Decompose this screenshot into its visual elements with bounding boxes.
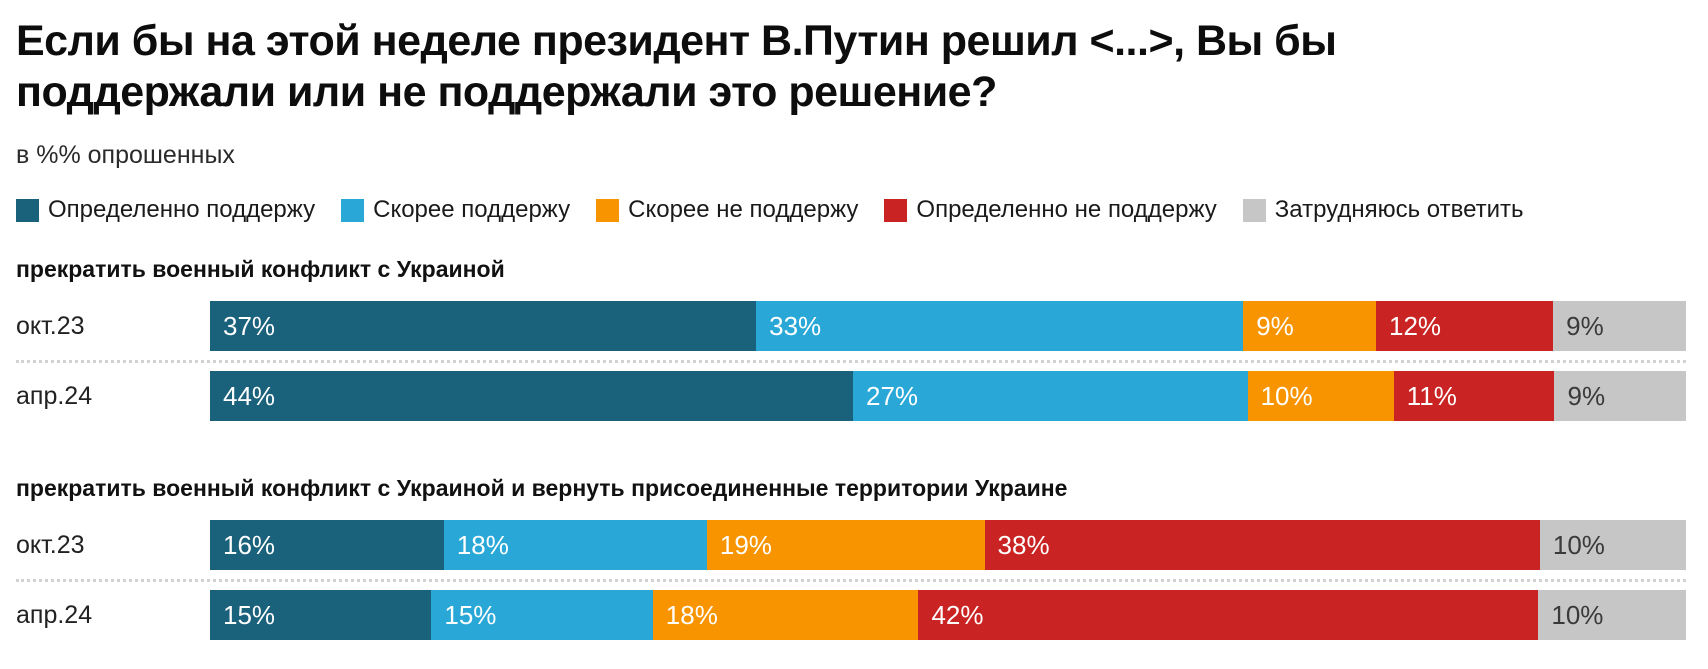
bar-segment-value: 11% [1406,380,1457,411]
bar-row-окт.23: окт.23 37% 33% 9% 12% 9% [16,301,1686,352]
bar-segment-value: 10% [1552,529,1605,560]
row-label: апр.24 [16,381,93,410]
bar-segment-value: 44% [223,380,276,411]
legend-item-3: Определенно не поддержу [884,196,1217,224]
dotted-separator [16,360,1686,364]
question-group-1: прекратить военный конфликт с Украиной и… [16,475,1687,641]
bar-segment: 10% [1539,520,1687,571]
bar-segment-value: 19% [719,529,772,560]
legend-item-1: Скорее поддержу [341,196,570,224]
stacked-bar-chart: прекратить военный конфликт с Украиной ок… [16,256,1687,641]
legend-swatch-icon [341,198,365,222]
bar-segment-value: 10% [1551,599,1604,630]
bar-segment: 42% [918,590,1539,641]
bar-segment: 15% [431,590,653,641]
legend-label: Скорее не поддержу [628,196,859,224]
legend-swatch-icon [16,198,39,222]
bar-segment: 12% [1376,301,1554,352]
question-group-title: прекратить военный конфликт с Украиной и… [16,475,1068,502]
bar-segment: 10% [1247,371,1394,422]
legend-swatch-icon [884,198,908,222]
bar-segment-value: 18% [665,599,718,630]
legend-swatch-icon [596,198,620,222]
dotted-separator [16,579,1686,583]
row-label: апр.24 [16,600,93,629]
bar-segment: 18% [443,520,707,571]
bar-segment: 9% [1554,371,1686,422]
bar-segment: 9% [1243,301,1377,352]
bar-segment-value: 33% [769,310,822,341]
bar-segment: 19% [706,520,985,571]
legend-label: Скорее поддержу [373,196,571,224]
bar-segment-value: 15% [223,599,276,630]
bar-track: 16% 18% 19% 38% 10% [210,520,1687,571]
bar-segment: 38% [984,520,1540,571]
bar-row-апр.24: апр.24 15% 15% 18% 42% 10% [16,590,1686,641]
bar-segment-value: 38% [997,529,1050,560]
legend-swatch-icon [1242,198,1266,222]
bar-row-окт.23: окт.23 16% 18% 19% 38% 10% [16,520,1687,571]
bar-segment: 15% [210,590,432,641]
bar-segment: 16% [210,520,444,571]
chart-legend: Определенно поддержу Скорее поддержу Скоре… [16,196,1686,224]
bar-row-апр.24: апр.24 44% 27% 10% 11% 9% [16,371,1686,422]
legend-label: Определенно поддержу [48,196,316,224]
bar-segment-value: 37% [223,310,276,341]
bar-segment-value: 27% [866,380,919,411]
bar-track: 37% 33% 9% 12% 9% [210,301,1686,352]
bar-segment: 10% [1538,590,1686,641]
bar-segment-value: 10% [1260,380,1313,411]
legend-item-4: Затрудняюсь ответить [1242,196,1524,224]
bar-segment: 37% [210,301,757,352]
bar-segment: 9% [1553,301,1686,352]
row-label: окт.23 [16,311,85,340]
bar-segment-value: 9% [1567,380,1606,411]
bar-segment: 27% [853,371,1248,422]
question-group-title: прекратить военный конфликт с Украиной [16,256,505,283]
bar-segment-value: 9% [1566,310,1604,341]
bar-segment: 11% [1393,371,1555,422]
bar-segment-value: 15% [444,599,497,630]
bar-segment: 18% [652,590,919,641]
bar-segment: 44% [210,371,854,422]
bar-segment: 33% [756,301,1244,352]
bar-segment-value: 12% [1389,310,1442,341]
bar-track: 15% 15% 18% 42% 10% [210,590,1686,641]
page-title: Если бы на этой неделе президент В.Путин… [16,17,1337,116]
bar-segment-value: 42% [931,599,984,630]
row-label: окт.23 [16,530,85,559]
legend-item-0: Определенно поддержу [16,196,315,224]
chart-subtitle: в %% опрошенных [16,141,235,170]
bar-segment-value: 18% [456,529,509,560]
bar-segment-value: 16% [223,529,276,560]
legend-label: Затрудняюсь ответить [1274,196,1524,224]
legend-item-2: Скорее не поддержу [596,196,858,224]
bar-track: 44% 27% 10% 11% 9% [210,371,1686,422]
legend-label: Определенно не поддержу [916,196,1217,224]
bar-segment-value: 9% [1256,310,1294,341]
question-group-0: прекратить военный конфликт с Украиной ок… [16,256,1686,422]
